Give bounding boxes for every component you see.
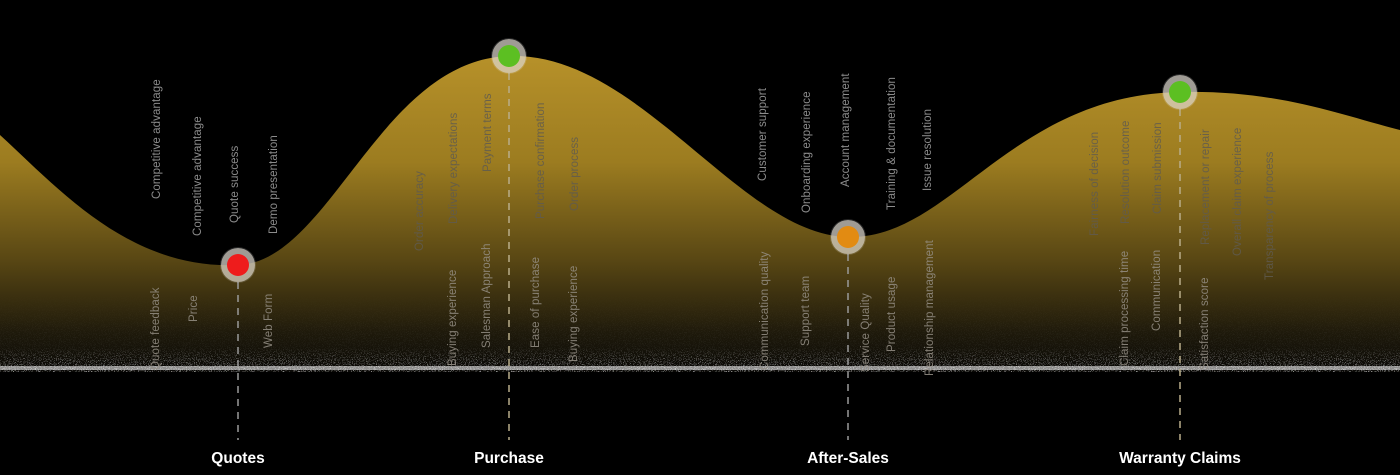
touchpoint-label: Buying experience xyxy=(447,269,459,366)
touchpoint-label: Order accuracy xyxy=(414,170,426,251)
status-dot-green xyxy=(1169,81,1191,103)
touchpoint-label: Buying experience xyxy=(568,265,580,362)
touchpoint-label: Price xyxy=(188,295,200,322)
touchpoint-label: Competitive advantage xyxy=(151,79,163,199)
touchpoint-label: Competitive advantage xyxy=(192,116,204,236)
stage-node-quotes[interactable] xyxy=(221,248,255,282)
touchpoint-label: Onboarding experience xyxy=(801,91,813,213)
touchpoint-label: Fairness of decision xyxy=(1089,131,1101,236)
touchpoint-label: Purchase confirmation xyxy=(535,102,547,219)
touchpoint-label: Transparency of process xyxy=(1264,151,1276,280)
stage-label-purchase[interactable]: Purchase xyxy=(474,450,544,467)
touchpoint-label: Support team xyxy=(800,275,812,346)
touchpoint-label: Customer support xyxy=(757,88,769,181)
touchpoint-label: Claim processing time xyxy=(1119,250,1131,366)
touchpoint-label: Communication xyxy=(1151,249,1163,331)
status-dot-red xyxy=(227,254,249,276)
stage-label-warranty-claims[interactable]: Warranty Claims xyxy=(1119,450,1241,467)
touchpoint-label: Order process xyxy=(569,136,581,211)
touchpoint-label: Demo presentation xyxy=(268,135,280,234)
touchpoint-label: Issue resolution xyxy=(922,108,934,191)
touchpoint-label: Payment terms xyxy=(482,93,494,172)
touchpoint-label: Service Quality xyxy=(860,293,872,372)
touchpoint-label: Relationship management xyxy=(924,240,936,376)
stage-node-after-sales[interactable] xyxy=(831,220,865,254)
touchpoint-label: Training & documentation xyxy=(886,76,898,210)
touchpoint-label: Quote success xyxy=(229,145,241,223)
status-dot-green xyxy=(498,45,520,67)
touchpoint-label: Overall claim experience xyxy=(1232,127,1244,256)
touchpoint-label: Replacement or repair xyxy=(1200,129,1212,245)
touchpoint-label: Product usage xyxy=(886,276,898,352)
stage-node-purchase[interactable] xyxy=(492,39,526,73)
touchpoint-label: Satisfaction score xyxy=(1199,277,1211,370)
touchpoint-label: Communication quality xyxy=(759,251,771,370)
touchpoint-label: Web Form xyxy=(263,293,275,348)
touchpoint-label: Claim submission xyxy=(1152,122,1164,214)
status-dot-orange xyxy=(837,226,859,248)
touchpoint-label: Quote feedback xyxy=(150,287,162,370)
stage-node-warranty-claims[interactable] xyxy=(1163,75,1197,109)
touchpoint-label: Ease of purchase xyxy=(530,256,542,348)
stage-label-after-sales[interactable]: After-Sales xyxy=(807,450,889,467)
touchpoint-label: Salesman Approach xyxy=(481,243,493,348)
touchpoint-label: Resolution outcome xyxy=(1120,120,1132,224)
touchpoint-label: Account management xyxy=(840,73,852,187)
stage-label-quotes[interactable]: Quotes xyxy=(211,450,265,467)
grain-baseline xyxy=(0,366,1400,370)
touchpoint-label: Delivery expectations xyxy=(448,112,460,224)
